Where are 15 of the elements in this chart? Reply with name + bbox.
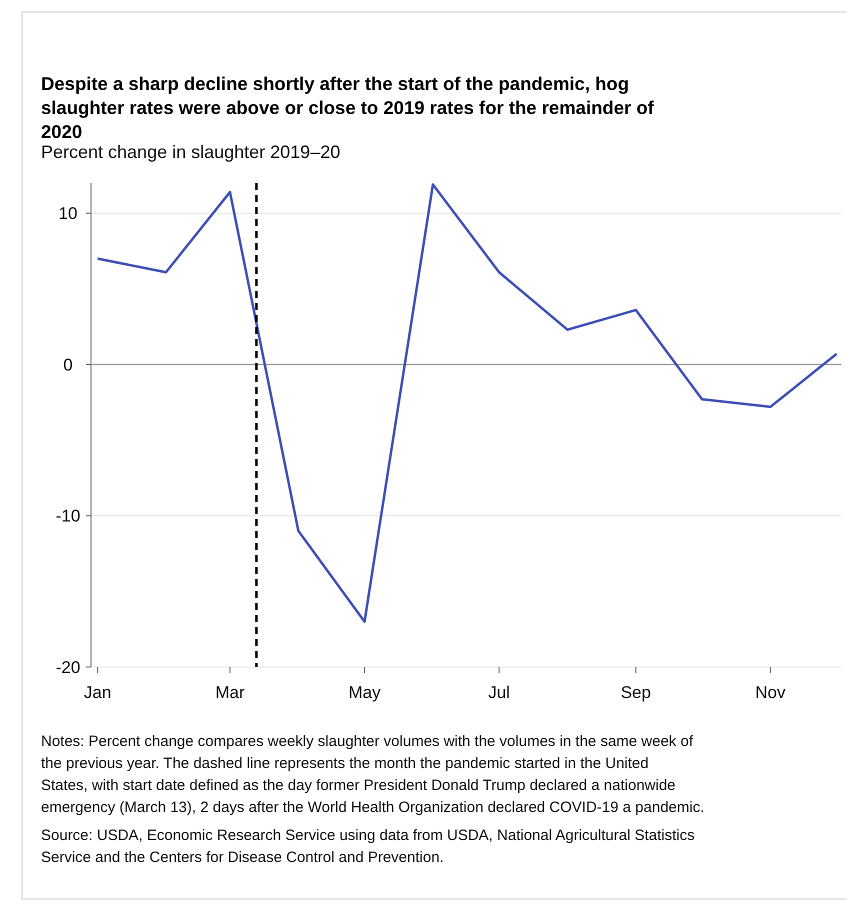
y-tick-label: 0 [63, 355, 73, 374]
y-tick-label: 10 [58, 204, 78, 224]
x-tick-label: May [348, 683, 382, 702]
x-tick-label: Nov [755, 683, 786, 702]
y-tick-label: -20 [56, 658, 80, 677]
y-tick-label: -10 [56, 506, 80, 526]
y-axis-title: Percent change in slaughter 2019–20 [41, 142, 340, 162]
x-tick-label: Mar [215, 683, 245, 702]
x-tick-label: Jan [84, 683, 112, 702]
chart-title: Despite a sharp decline shortly after the start of the pandemic, hog slaughter rates were above or close to 2019 rates for the remainder of 2020 [41, 73, 655, 142]
source-note: Source: USDA, Economic Research Service using data from USDA, National Agricultural Statistics Service and the Centers for Disease Control and Prevention. [41, 827, 695, 866]
x-tick-label: Sep [620, 683, 651, 702]
line-series [96, 183, 838, 623]
x-tick-label: Jul [488, 683, 510, 702]
text: Notes: Percent change compares weekly slaughter volumes with the volumes in the same week of the previous year. The dashed line represents the month the pandemic started in the United States, with start date defined as the day former President Donald Trump declared a nationwide emergency (March 13), 2 days after the World Health Organization declared COVID-19 a pandemic. [41, 733, 704, 816]
